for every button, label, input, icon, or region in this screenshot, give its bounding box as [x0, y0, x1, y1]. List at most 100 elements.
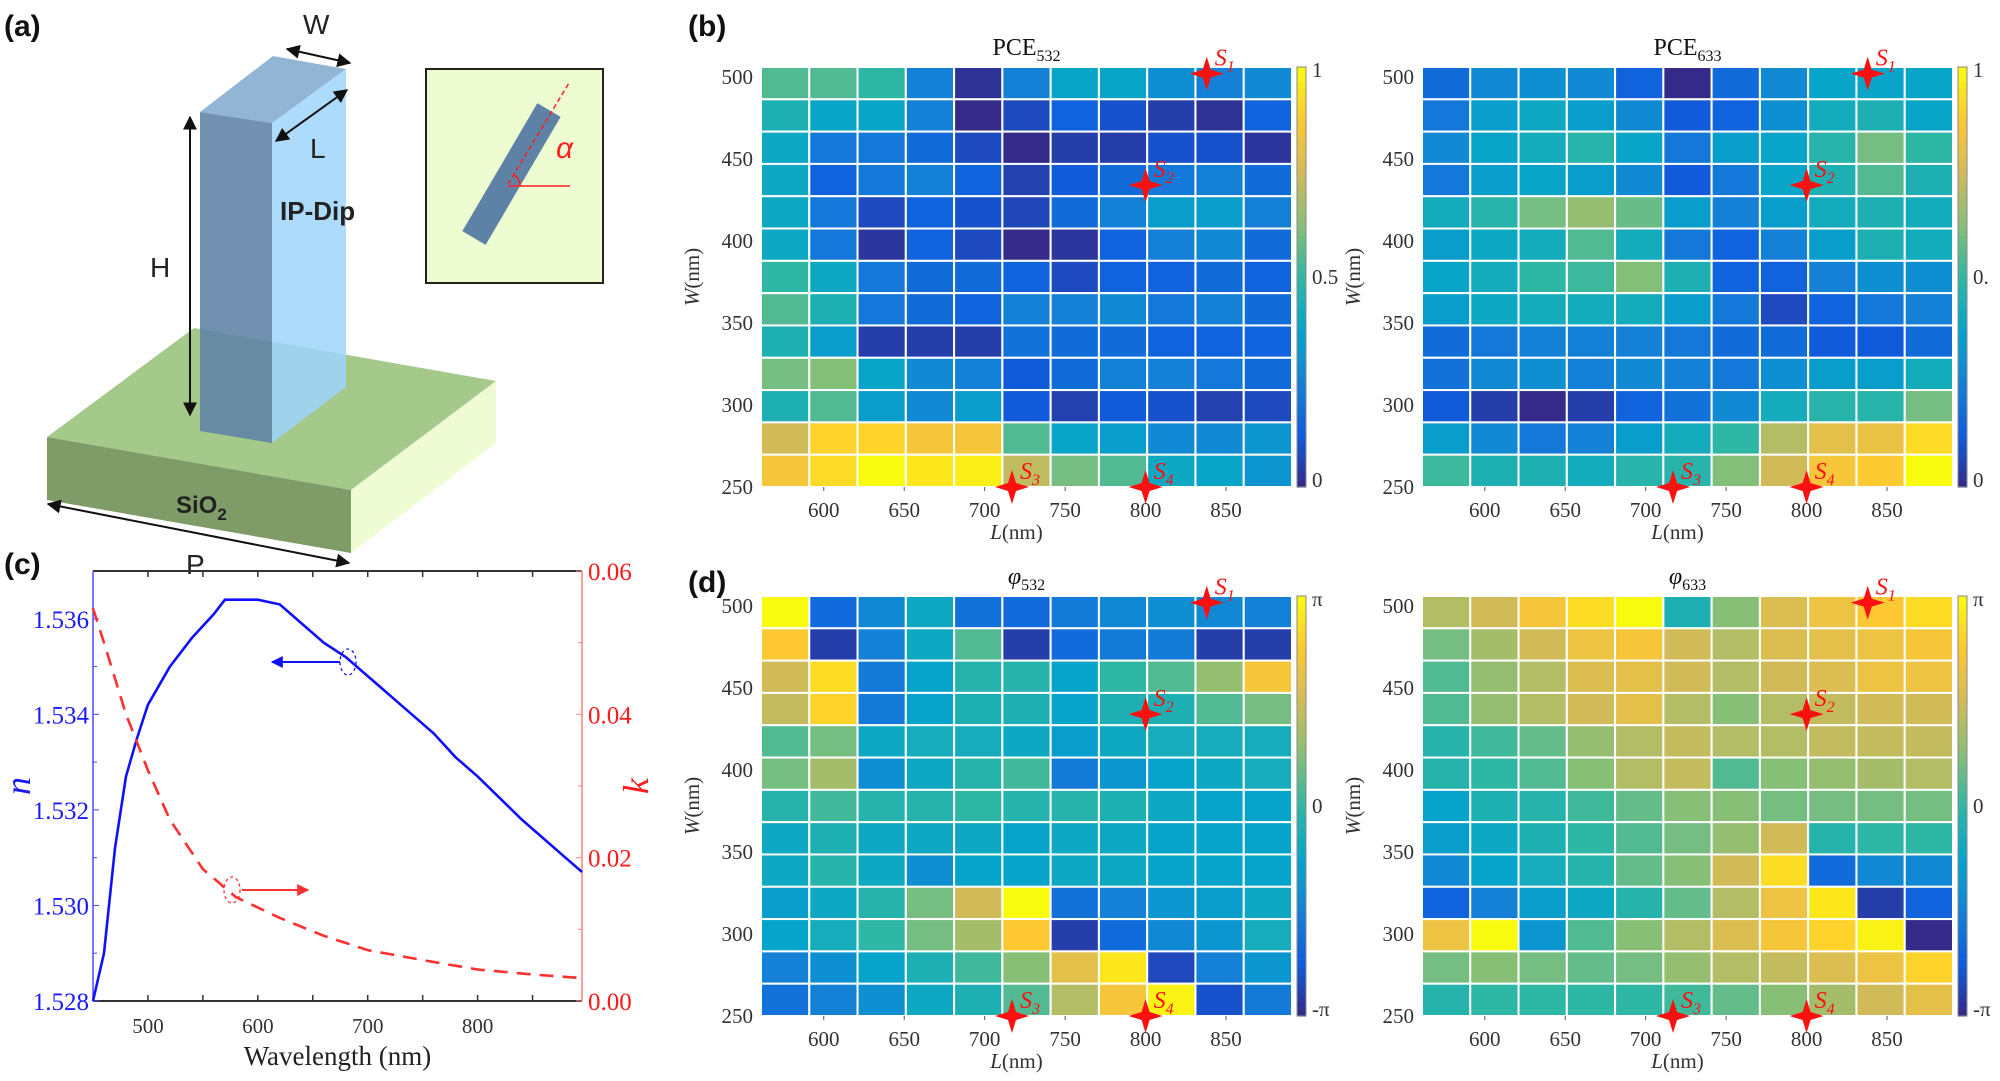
colorbar-segment — [1297, 473, 1306, 481]
y-tick-label: 250 — [1383, 475, 1415, 499]
colorbar-segment — [1297, 445, 1306, 453]
heatmap-cell — [1097, 98, 1149, 133]
colorbar-segment — [1958, 953, 1967, 961]
heatmap-cell — [1614, 453, 1665, 489]
colorbar-segment — [1297, 925, 1306, 933]
colorbar-frame — [1296, 66, 1307, 488]
heatmap-cell — [1614, 950, 1665, 985]
heatmap-cell — [1903, 756, 1955, 791]
heatmap-cell — [1097, 259, 1149, 295]
heatmap-cell — [856, 756, 907, 791]
heatmap-cell — [1049, 227, 1100, 262]
colorbar-segment — [1958, 361, 1967, 369]
colorbar-segment — [1958, 883, 1967, 891]
heatmap-cell — [1194, 885, 1245, 921]
colorbar-segment — [1958, 918, 1967, 926]
colorbar-segment — [1958, 207, 1967, 215]
colorbar-segment — [1297, 389, 1306, 397]
heatmap-cell — [1194, 918, 1245, 953]
star-marker-icon — [1128, 168, 1163, 203]
heatmap-cell — [1001, 324, 1052, 359]
heatmap-cell — [1807, 259, 1858, 295]
heatmap-cell — [1049, 292, 1100, 327]
heatmap-cell — [1242, 918, 1294, 953]
x-tick-label: 650 — [1549, 498, 1581, 522]
heatmap-cell — [856, 292, 907, 327]
y-tick-label: 300 — [722, 393, 754, 417]
heatmap-cell — [760, 595, 811, 630]
heatmap-cell — [1614, 724, 1665, 759]
heatmap-cell — [904, 756, 956, 791]
heatmap-cell — [760, 421, 811, 456]
colorbar-segment — [1297, 403, 1306, 411]
heatmap-cell — [1469, 98, 1520, 133]
heatmap-cell — [1710, 66, 1761, 101]
colorbar-segment — [1958, 687, 1967, 695]
width-label: W — [303, 9, 330, 40]
heatmap-cell — [1662, 659, 1713, 694]
heatmap-cell — [1710, 227, 1761, 262]
heatmap-cell — [1469, 356, 1520, 392]
x-axis-unit: (nm) — [1002, 1049, 1043, 1073]
colorbar-segment — [1297, 624, 1306, 632]
heatmap-cell — [1469, 162, 1520, 198]
colorbar-segment — [1958, 95, 1967, 103]
heatmap-cell — [1242, 453, 1294, 489]
colorbar-segment — [1958, 862, 1967, 870]
heatmap-cell — [1001, 227, 1052, 262]
heatmap-cell — [1469, 292, 1520, 327]
colorbar-segment — [1958, 452, 1967, 460]
marker-label-sub: 2 — [1166, 699, 1174, 716]
heatmap-cell — [1662, 227, 1713, 262]
colorbar-segment — [1958, 186, 1967, 194]
colorbar-frame — [1957, 595, 1968, 1017]
heatmap-cell — [904, 292, 956, 327]
colorbar-segment — [1958, 459, 1967, 467]
star-marker-icon — [995, 999, 1030, 1033]
colorbar-segment — [1297, 687, 1306, 695]
pillar-side-face — [272, 69, 346, 443]
colorbar-segment — [1958, 911, 1967, 919]
heatmap-cell — [904, 595, 956, 630]
colorbar-segment — [1958, 652, 1967, 660]
colorbar-segment — [1297, 151, 1306, 159]
colorbar-segment — [1297, 375, 1306, 383]
right-y-tick-label: 0.00 — [588, 989, 632, 1016]
heatmap-cell — [808, 421, 859, 456]
colorbar-segment — [1297, 946, 1306, 954]
heatmap-cell — [1565, 853, 1617, 888]
heatmap-cell — [904, 356, 956, 392]
panel-label-c: (c) — [4, 548, 41, 581]
colorbar-segment — [1297, 396, 1306, 404]
heatmap-cell — [1421, 627, 1472, 662]
colorbar-segment — [1297, 841, 1306, 849]
colorbar-segment — [1297, 235, 1306, 243]
marker-label-sub: 4 — [1827, 472, 1835, 489]
colorbar-segment — [1958, 694, 1967, 702]
heatmap-cell — [1001, 918, 1052, 953]
heatmap-cell — [1517, 162, 1568, 198]
heatmap-cell — [1194, 756, 1245, 791]
colorbar-segment — [1958, 869, 1967, 877]
y-tick-label: 300 — [722, 922, 754, 946]
heatmap-cell — [808, 950, 859, 985]
heatmap-cell — [1903, 421, 1955, 456]
x-tick-label: 500 — [132, 1014, 164, 1038]
colorbar-segment — [1297, 694, 1306, 702]
marker-label: S3 — [1020, 459, 1040, 489]
heatmap-cell — [1469, 627, 1520, 662]
heatmap-cell — [1097, 691, 1149, 727]
colorbar-segment — [1958, 827, 1967, 835]
colorbar-segment — [1958, 834, 1967, 842]
colorbar-segment — [1297, 701, 1306, 709]
marker-label: S4 — [1815, 988, 1835, 1018]
heatmap-cell — [1903, 259, 1955, 295]
heatmap-cell — [1807, 66, 1858, 101]
x-tick-label: 850 — [1871, 498, 1903, 522]
colorbar-segment — [1297, 603, 1306, 611]
colorbar-segment — [1958, 102, 1967, 110]
heatmap-cell — [1049, 659, 1100, 694]
heatmap-cell — [1758, 691, 1810, 727]
heatmap-cell — [1517, 98, 1568, 133]
marker-label: S1 — [1215, 46, 1235, 76]
